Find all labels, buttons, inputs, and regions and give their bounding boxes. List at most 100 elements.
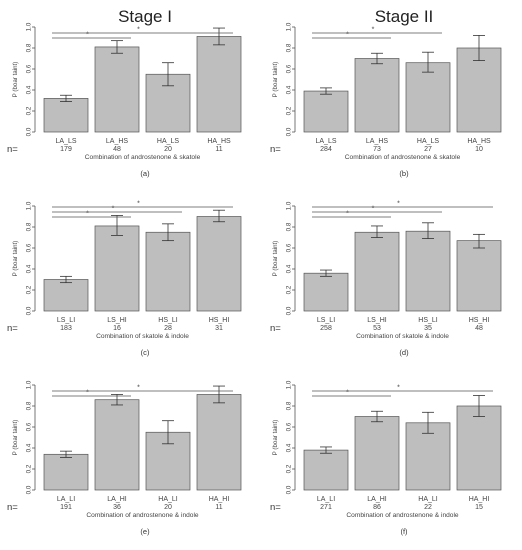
category-label: HA_LI (418, 496, 438, 503)
bar-LA_LS (303, 90, 349, 133)
y-tick-label: 0.0 (286, 485, 293, 494)
y-tick-label: 0.4 (26, 85, 33, 94)
bar-LA_LI (303, 449, 349, 491)
y-tick-label: 0.4 (286, 264, 293, 273)
y-tick-label: 0.0 (26, 127, 33, 136)
category-label: LS_LI (317, 317, 335, 324)
category-label: HA_LI (158, 496, 178, 503)
panel-label: (e) (140, 527, 150, 536)
significance-star: * (86, 390, 89, 397)
y-axis-label: P (boar taint) (12, 241, 19, 277)
chart-panel-b: 0.0 0.2 0.4 0.6 0.8 1.0 P (boar taint) LA_LS284… (270, 22, 502, 178)
significance-star: * (346, 390, 349, 397)
significance-star: * (137, 385, 140, 392)
significance-star: * (397, 385, 400, 392)
y-axis-label: P (boar taint) (272, 241, 279, 277)
significance-star: * (372, 206, 375, 213)
panel-label: (c) (141, 348, 150, 357)
category-label: HA_HI (469, 496, 490, 503)
n-label: n= (270, 144, 281, 155)
category-label: LS_LI (57, 317, 75, 324)
count-label: 36 (113, 504, 121, 511)
count-label: 27 (424, 146, 432, 153)
bar-LS_LI (43, 279, 89, 312)
y-tick-label: 0.0 (286, 306, 293, 315)
count-label: 11 (215, 146, 222, 153)
bar-LS_HI (94, 225, 140, 312)
y-tick-label: 0.2 (26, 106, 33, 115)
bar-LA_HS (354, 58, 400, 133)
panel-label: (f) (400, 527, 408, 536)
panel-label: (b) (399, 169, 409, 178)
y-tick-label: 0.0 (26, 485, 33, 494)
count-label: 183 (60, 325, 72, 332)
n-label: n= (7, 502, 18, 513)
count-label: 10 (475, 146, 483, 153)
count-label: 258 (320, 325, 332, 332)
panels: 0.0 0.2 0.4 0.6 0.8 1.0 P (boar taint) LA_LS179… (7, 22, 502, 536)
bar-HS_LI (145, 231, 191, 312)
y-tick-label: 0.8 (26, 401, 33, 410)
chart-panel-f: 0.0 0.2 0.4 0.6 0.8 1.0 P (boar taint) LA_LI271… (270, 380, 502, 536)
bar-HA_LI (405, 422, 451, 491)
significance-star: * (397, 201, 400, 208)
category-label: LA_HS (106, 138, 129, 145)
y-tick-label: 0.8 (286, 222, 293, 231)
y-tick-label: 0.2 (286, 106, 293, 115)
category-label: HA_LS (157, 138, 180, 145)
x-axis-label: Combination of skatole & indole (96, 333, 189, 340)
chart-panel-e: 0.0 0.2 0.4 0.6 0.8 1.0 P (boar taint) LA_LI191… (7, 380, 242, 536)
bar-HA_HI (196, 394, 242, 491)
bar-LS_HI (354, 231, 400, 312)
count-label: 28 (164, 325, 172, 332)
category-label: HA_HI (209, 496, 230, 503)
x-axis-label: Combination of androstenone & skatole (345, 154, 461, 161)
y-tick-label: 0.6 (26, 422, 33, 431)
count-label: 73 (373, 146, 381, 153)
category-label: HS_HI (209, 317, 230, 324)
count-label: 48 (113, 146, 121, 153)
y-tick-label: 0.2 (286, 464, 293, 473)
y-tick-label: 0.6 (26, 64, 33, 73)
category-label: HA_LS (417, 138, 440, 145)
category-label: LA_LI (57, 496, 75, 503)
category-label: LS_HI (107, 317, 127, 324)
y-tick-label: 0.4 (26, 443, 33, 452)
y-tick-label: 1.0 (286, 22, 293, 31)
y-tick-label: 0.6 (286, 422, 293, 431)
count-label: 31 (215, 325, 223, 332)
y-tick-label: 1.0 (26, 380, 33, 389)
bar-LA_HI (94, 399, 140, 491)
significance-star: * (86, 211, 89, 218)
bar-LA_HI (354, 416, 400, 491)
y-tick-label: 0.2 (286, 285, 293, 294)
y-tick-label: 0.8 (26, 43, 33, 52)
count-label: 179 (60, 146, 72, 153)
y-tick-label: 0.8 (286, 43, 293, 52)
bar-LA_LS (43, 98, 89, 133)
n-label: n= (270, 323, 281, 334)
significance-star: * (86, 32, 89, 39)
bar-LA_HS (94, 46, 140, 133)
count-label: 191 (60, 504, 72, 511)
panel-label: (a) (140, 169, 150, 178)
panel-label: (d) (399, 348, 409, 357)
category-label: LA_HI (107, 496, 127, 503)
category-label: LA_LS (55, 138, 76, 145)
y-axis-label: P (boar taint) (12, 420, 19, 456)
significance-star: * (137, 27, 140, 34)
chart-panel-c: 0.0 0.2 0.4 0.6 0.8 1.0 P (boar taint) LS_LI183… (7, 201, 242, 357)
count-label: 86 (373, 504, 381, 511)
bar-HS_LI (405, 230, 451, 312)
count-label: 15 (475, 504, 483, 511)
y-tick-label: 0.0 (286, 127, 293, 136)
y-tick-label: 0.6 (286, 243, 293, 252)
category-label: HS_HI (469, 317, 490, 324)
count-label: 53 (373, 325, 381, 332)
n-label: n= (7, 144, 18, 155)
y-tick-label: 0.4 (286, 85, 293, 94)
count-label: 35 (424, 325, 432, 332)
count-label: 20 (164, 146, 172, 153)
category-label: LA_HS (366, 138, 389, 145)
